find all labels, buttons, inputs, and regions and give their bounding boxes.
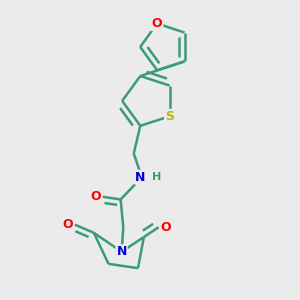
Text: S: S	[165, 110, 174, 123]
Text: N: N	[135, 171, 146, 184]
Text: H: H	[152, 172, 162, 182]
Text: O: O	[62, 218, 73, 231]
Text: O: O	[160, 221, 171, 234]
Text: O: O	[152, 17, 163, 30]
Text: N: N	[116, 245, 127, 258]
Text: O: O	[90, 190, 101, 203]
